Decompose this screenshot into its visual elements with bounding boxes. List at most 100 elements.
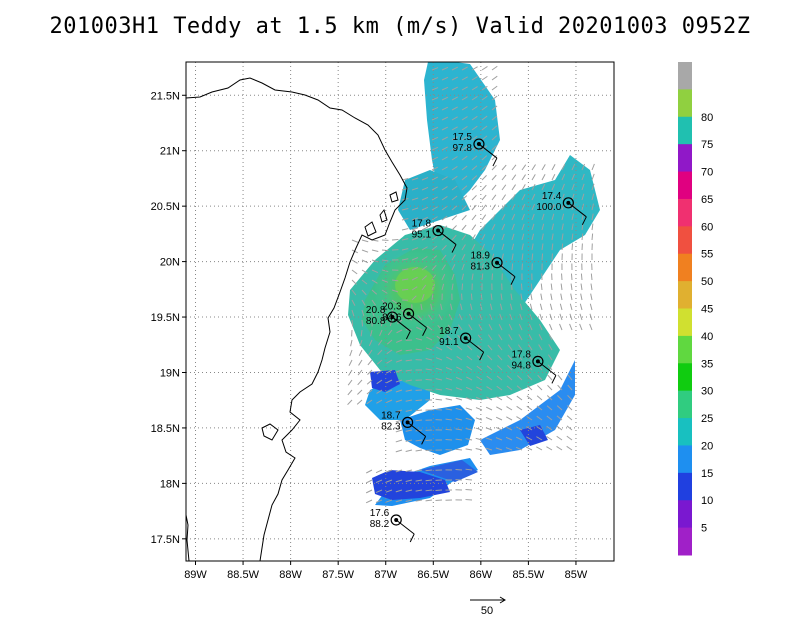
y-tick-label: 20N xyxy=(160,257,180,269)
wind-vector xyxy=(435,499,443,502)
station-pressure: 100.0 xyxy=(536,202,561,213)
wind-vector xyxy=(475,427,483,431)
wind-vector xyxy=(561,243,564,251)
wind-vector xyxy=(491,75,498,81)
colorbar-label: 45 xyxy=(701,304,713,316)
wind-vector xyxy=(421,265,428,271)
wind-vector xyxy=(491,233,496,241)
colorbar-segment xyxy=(678,500,692,529)
wind-vector xyxy=(495,426,503,431)
wind-vector xyxy=(371,309,375,317)
wind-vector xyxy=(431,245,438,251)
station-temp: 18.9 xyxy=(471,251,491,262)
wind-vector xyxy=(415,409,423,412)
station-ring xyxy=(562,197,574,209)
wind-vector xyxy=(381,289,388,294)
wind-vector xyxy=(461,86,468,91)
wind-vector xyxy=(451,86,459,91)
wind-vector xyxy=(451,273,455,281)
wind-vector xyxy=(359,339,363,347)
reference-vector: 50 xyxy=(470,596,506,617)
wind-vector xyxy=(491,174,497,181)
wind-vector xyxy=(481,85,488,91)
wind-vector xyxy=(580,273,583,281)
wind-vector xyxy=(405,499,413,503)
wind-vector xyxy=(465,386,473,391)
wind-vector xyxy=(506,416,513,421)
wind-vector xyxy=(491,145,498,151)
wind-vector xyxy=(481,184,487,191)
wind-vector xyxy=(557,395,563,401)
wind-vector xyxy=(561,183,565,191)
wind-vector xyxy=(391,299,398,304)
wind-vector xyxy=(351,279,357,285)
wind-vector xyxy=(590,273,593,281)
wind-vector xyxy=(520,293,523,301)
wind-vector xyxy=(481,243,486,251)
wind-vector xyxy=(506,385,513,391)
wind-vector xyxy=(571,183,575,191)
wind-vector xyxy=(441,264,446,271)
wind-vector xyxy=(581,203,585,211)
wind-vector xyxy=(389,319,393,327)
wind-vector xyxy=(591,223,594,231)
station-ring xyxy=(390,514,402,526)
wind-vector xyxy=(500,293,503,301)
wind-vector xyxy=(490,293,493,301)
wind-vector xyxy=(531,243,534,251)
wind-vector xyxy=(559,323,563,331)
wind-vector xyxy=(541,193,546,201)
wind-vector xyxy=(411,295,417,301)
wind-vector xyxy=(375,489,383,494)
wind-vector xyxy=(431,196,438,201)
wind-vector xyxy=(395,439,403,443)
wind-vector xyxy=(357,369,363,376)
wind-vector xyxy=(546,395,553,401)
station-pressure: 97.8 xyxy=(452,143,472,154)
wind-vector xyxy=(421,177,429,181)
wind-vector xyxy=(401,288,409,291)
wind-vector xyxy=(521,253,524,261)
colorbar-segment xyxy=(678,308,692,337)
wind-vector xyxy=(541,233,544,241)
wind-vector xyxy=(570,293,573,301)
wind-vector xyxy=(461,214,467,221)
wind-vector xyxy=(361,279,368,285)
wind-vector xyxy=(471,66,478,71)
wind-vector xyxy=(498,323,503,331)
wind-vector xyxy=(421,246,428,251)
wind-vector xyxy=(411,217,419,221)
wind-vector xyxy=(405,389,413,392)
wind-vector xyxy=(445,408,453,411)
wind-vector xyxy=(556,405,563,411)
wind-vector xyxy=(527,354,533,361)
wind-vector xyxy=(471,145,478,151)
map-plot-area: 17.597.817.4100.017.895.118.981.320.880.… xyxy=(186,62,614,561)
colorbar-label: 55 xyxy=(701,249,713,261)
wind-vector xyxy=(541,164,546,171)
wind-vector xyxy=(411,227,419,231)
wind-vector xyxy=(421,284,427,291)
wind-vector xyxy=(467,334,473,341)
wind-vector xyxy=(395,489,403,493)
wind-vector xyxy=(368,349,373,356)
wind-vector xyxy=(481,204,487,211)
wind-vector xyxy=(421,256,428,261)
wind-vector xyxy=(415,348,423,351)
wind-vector xyxy=(566,415,573,421)
wind-vector xyxy=(521,243,524,251)
wind-vector xyxy=(451,146,458,151)
wind-vector xyxy=(517,364,523,371)
wind-vector xyxy=(365,489,373,494)
wind-vector xyxy=(481,66,488,71)
wind-vector xyxy=(507,365,513,371)
wind-vector xyxy=(395,469,403,473)
wind-vector xyxy=(421,226,428,231)
wind-vector xyxy=(498,334,503,341)
wind-vector xyxy=(516,385,523,391)
wind-vector xyxy=(549,323,553,331)
wind-vector xyxy=(571,223,574,231)
wind-vector xyxy=(507,354,513,361)
wind-vector xyxy=(395,419,403,423)
wind-vector xyxy=(441,156,448,161)
